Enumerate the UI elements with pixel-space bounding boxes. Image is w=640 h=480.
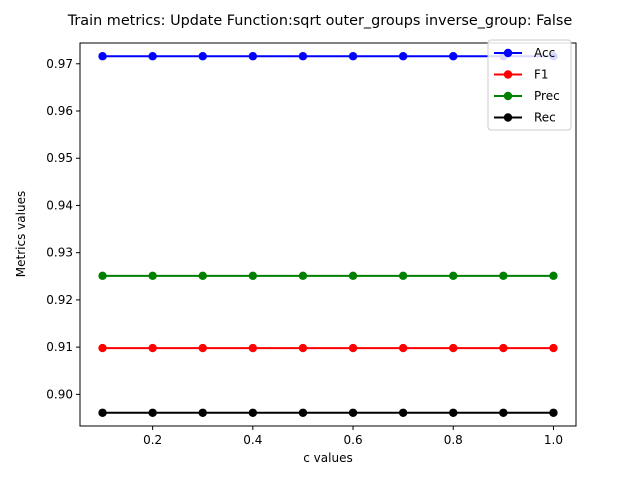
- x-tick-label: 0.8: [444, 433, 463, 447]
- data-point-rec: [449, 408, 458, 417]
- y-tick-label: 0.95: [46, 151, 73, 165]
- x-tick-label: 1.0: [544, 433, 563, 447]
- data-point-prec: [348, 271, 358, 281]
- data-point-rec: [549, 408, 558, 417]
- chart-title: Train metrics: Update Function:sqrt oute…: [67, 13, 573, 29]
- data-point-rec: [148, 408, 157, 417]
- legend-marker-acc: [503, 48, 513, 58]
- data-point-acc: [248, 52, 258, 61]
- legend-marker-rec: [503, 113, 513, 122]
- data-point-rec: [499, 408, 508, 417]
- y-tick-label: 0.97: [46, 57, 73, 71]
- data-point-f1: [499, 343, 508, 353]
- data-point-prec: [198, 271, 207, 281]
- data-point-acc: [398, 52, 408, 61]
- y-tick-label: 0.96: [46, 104, 73, 118]
- legend-label-prec: Prec: [534, 89, 560, 103]
- data-point-f1: [298, 343, 308, 353]
- data-point-prec: [248, 271, 258, 281]
- legend-box: [487, 39, 572, 131]
- y-tick-label: 0.91: [46, 340, 73, 354]
- data-point-rec: [398, 408, 408, 417]
- data-point-rec: [298, 408, 308, 417]
- y-tick-label: 0.93: [46, 246, 73, 260]
- data-point-acc: [348, 52, 358, 61]
- data-point-acc: [148, 52, 157, 61]
- data-point-rec: [248, 408, 258, 417]
- legend-label-rec: Rec: [534, 111, 556, 125]
- data-point-rec: [348, 408, 358, 417]
- data-point-acc: [298, 52, 308, 61]
- data-point-rec: [198, 408, 207, 417]
- data-point-f1: [549, 343, 558, 353]
- data-point-rec: [98, 408, 107, 417]
- y-tick-label: 0.94: [46, 198, 73, 212]
- data-point-prec: [98, 271, 107, 281]
- axis-ticks: 0.2 0.4 0.6 0.8 1.0 0.90 0.91 0.92 0.93 0.94 0.95 0…: [46, 57, 563, 447]
- data-point-acc: [198, 52, 207, 61]
- data-point-prec: [298, 271, 308, 281]
- x-axis-label: c values: [303, 451, 352, 465]
- legend-label-f1: F1: [534, 68, 549, 82]
- legend-marker-f1: [503, 70, 513, 79]
- legend: Acc F1 Prec Rec: [487, 39, 572, 131]
- data-point-f1: [198, 343, 207, 353]
- data-point-f1: [148, 343, 157, 353]
- y-axis-label: Metrics values: [14, 191, 28, 277]
- data-point-f1: [398, 343, 408, 353]
- data-point-prec: [549, 271, 558, 281]
- legend-marker-prec: [503, 91, 513, 101]
- y-tick-label: 0.90: [46, 387, 73, 401]
- data-point-prec: [398, 271, 408, 281]
- y-tick-label: 0.92: [46, 293, 73, 307]
- plot-area: [98, 52, 558, 417]
- x-tick-label: 0.6: [344, 433, 363, 447]
- data-point-f1: [248, 343, 258, 353]
- data-point-prec: [499, 271, 508, 281]
- axes-frame: [79, 42, 577, 427]
- data-point-f1: [348, 343, 358, 353]
- x-tick-label: 0.2: [143, 433, 162, 447]
- data-point-f1: [449, 343, 458, 353]
- data-point-acc: [98, 52, 107, 61]
- data-point-prec: [148, 271, 157, 281]
- data-point-acc: [449, 52, 458, 61]
- x-tick-label: 0.4: [243, 433, 262, 447]
- legend-label-acc: Acc: [534, 46, 555, 60]
- data-point-prec: [449, 271, 458, 281]
- data-point-f1: [98, 343, 107, 353]
